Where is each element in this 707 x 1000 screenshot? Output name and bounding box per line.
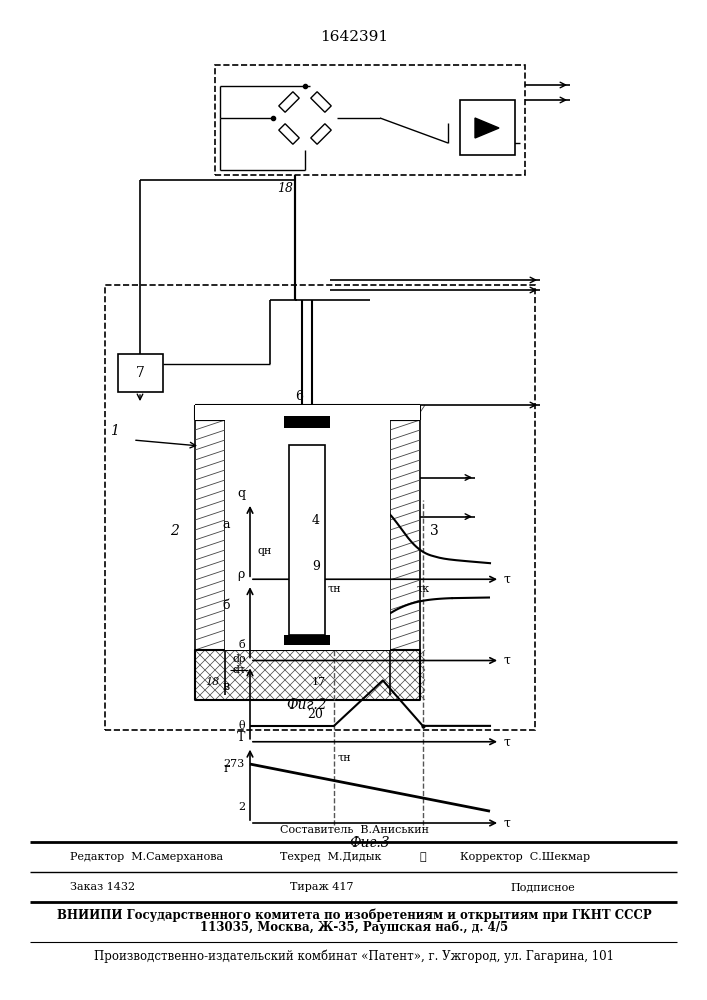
- Polygon shape: [475, 118, 499, 138]
- Text: ВНИИПИ Государственного комитета по изобретениям и открытиям при ГКНТ СССР: ВНИИПИ Государственного комитета по изоб…: [57, 908, 651, 922]
- Text: Производственно-издательский комбинат «Патент», г. Ужгород, ул. Гагарина, 101: Производственно-издательский комбинат «П…: [94, 949, 614, 963]
- Polygon shape: [311, 92, 332, 112]
- Text: 273: 273: [223, 759, 245, 769]
- Bar: [284, 635, 330, 645]
- Text: Тираж 417: Тираж 417: [290, 882, 354, 892]
- Polygon shape: [311, 124, 332, 144]
- Text: 20: 20: [307, 708, 323, 721]
- Text: 9: 9: [312, 560, 320, 572]
- Bar: [105, 285, 535, 730]
- Text: τ: τ: [504, 573, 511, 586]
- Text: Заказ 1432: Заказ 1432: [70, 882, 135, 892]
- Text: г: г: [223, 762, 230, 775]
- Text: Фиг.2: Фиг.2: [286, 698, 327, 712]
- Text: dτ: dτ: [233, 664, 246, 674]
- Text: Техред  М.Дидык: Техред М.Дидык: [280, 852, 381, 862]
- Text: T: T: [237, 731, 245, 744]
- Text: 18: 18: [205, 677, 219, 687]
- Bar: [118, 354, 163, 392]
- Text: τк: τк: [416, 584, 429, 594]
- Text: в: в: [223, 680, 230, 693]
- Bar: [215, 65, 525, 175]
- Text: Редактор  М.Самерханова: Редактор М.Самерханова: [70, 852, 223, 862]
- Bar: [195, 650, 420, 700]
- Text: 6: 6: [295, 390, 303, 403]
- Text: 18: 18: [277, 182, 293, 195]
- Text: Подписное: Подписное: [510, 882, 575, 892]
- Text: τн: τн: [337, 753, 351, 763]
- Text: Фиг.3: Фиг.3: [350, 836, 390, 850]
- Bar: [289, 445, 325, 635]
- Text: 7: 7: [136, 366, 144, 380]
- Text: 3: 3: [430, 524, 439, 538]
- Text: 113035, Москва, Ж-35, Раушская наб., д. 4/5: 113035, Москва, Ж-35, Раушская наб., д. …: [200, 920, 508, 934]
- Text: qн: qн: [258, 546, 272, 556]
- Text: ✓: ✓: [420, 852, 426, 862]
- Polygon shape: [279, 124, 299, 144]
- Bar: [195, 420, 225, 650]
- Text: б: б: [223, 599, 230, 612]
- Bar: [195, 405, 420, 420]
- Text: ρ: ρ: [238, 568, 245, 581]
- Text: 1642391: 1642391: [320, 30, 388, 44]
- Polygon shape: [279, 92, 299, 112]
- Text: τ: τ: [504, 654, 511, 667]
- Text: 4: 4: [312, 514, 320, 526]
- Text: a: a: [223, 518, 230, 531]
- Bar: [460, 100, 515, 155]
- Text: 1: 1: [110, 424, 119, 438]
- Text: τ: τ: [504, 816, 511, 830]
- Text: 17: 17: [312, 677, 326, 687]
- Text: q: q: [237, 487, 245, 500]
- Text: θ: θ: [238, 721, 245, 731]
- Text: 2: 2: [238, 802, 245, 812]
- Text: Составитель  В.Аниськин: Составитель В.Аниськин: [279, 825, 428, 835]
- Text: Корректор  С.Шекмар: Корректор С.Шекмар: [460, 852, 590, 862]
- Text: τн: τн: [327, 584, 341, 594]
- Bar: [225, 420, 390, 650]
- Text: τ: τ: [504, 735, 511, 748]
- Text: б: б: [238, 640, 245, 650]
- Text: dρ: dρ: [233, 654, 246, 664]
- Bar: [390, 420, 420, 650]
- Bar: [284, 416, 330, 428]
- Text: 2: 2: [170, 524, 179, 538]
